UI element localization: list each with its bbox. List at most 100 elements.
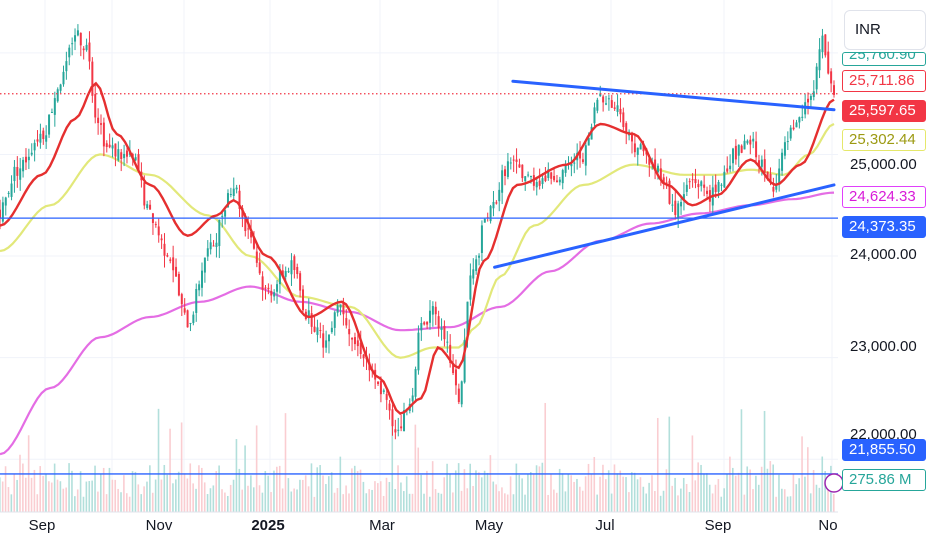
- volume-bar: [88, 481, 91, 512]
- candle-body: [111, 145, 114, 149]
- candle-body: [82, 48, 85, 51]
- candle-body: [564, 163, 567, 173]
- volume-bar: [382, 495, 385, 512]
- volume-bar: [146, 481, 148, 512]
- volume-bar: [729, 456, 731, 512]
- candle-body: [296, 266, 299, 275]
- candle-body: [146, 204, 149, 208]
- volume-bar: [619, 470, 622, 512]
- candle-body: [723, 171, 726, 188]
- volume-bar: [596, 494, 598, 512]
- volume-bar: [417, 447, 420, 512]
- volume-bar: [377, 483, 379, 512]
- candle-body: [108, 144, 111, 148]
- volume-bar: [659, 495, 662, 512]
- volume-bar: [703, 473, 705, 512]
- volume-bar: [278, 465, 281, 512]
- volume-bar: [590, 473, 593, 512]
- candle-body: [186, 310, 189, 328]
- volume-bar: [824, 471, 826, 512]
- volume-bar: [362, 481, 365, 512]
- volume-bar: [198, 465, 200, 512]
- candle-body: [599, 93, 602, 97]
- volume-bar: [273, 470, 275, 512]
- volume-bar: [0, 477, 1, 512]
- volume-bar: [134, 471, 137, 512]
- candle-body: [431, 306, 434, 315]
- candle-body: [786, 141, 789, 143]
- volume-bar: [53, 463, 56, 512]
- candle-body: [195, 288, 198, 313]
- candle-body: [316, 327, 319, 335]
- candle-body: [766, 171, 769, 178]
- candle-body: [720, 184, 723, 186]
- candle-body: [411, 395, 414, 402]
- candle-body: [247, 228, 250, 230]
- volume-bar: [576, 478, 578, 512]
- volume-bar: [524, 494, 526, 512]
- candle-body: [781, 152, 784, 171]
- currency-button[interactable]: INR: [844, 10, 926, 50]
- candle-body: [446, 341, 449, 343]
- candle-body: [114, 143, 117, 157]
- volume-bar: [365, 493, 368, 512]
- volume-bar: [561, 473, 564, 512]
- candle-body: [625, 123, 628, 133]
- candle-body: [359, 342, 362, 354]
- candle-body: [290, 260, 293, 275]
- candle-body: [512, 159, 515, 161]
- volume-bar: [812, 470, 815, 512]
- volume-bar: [302, 479, 304, 512]
- volume-bar: [48, 481, 50, 512]
- candle-body: [504, 169, 507, 177]
- volume-bar: [827, 476, 829, 512]
- candle-body: [74, 35, 77, 42]
- candle-body: [379, 380, 382, 395]
- candle-body: [466, 301, 469, 337]
- candle-body: [475, 259, 478, 271]
- volume-bar: [201, 467, 203, 512]
- volume-bar: [192, 483, 194, 512]
- volume-bar: [558, 468, 561, 512]
- candle-body: [587, 137, 590, 146]
- candle-body: [215, 242, 218, 247]
- candle-body: [763, 159, 766, 173]
- volume-bar: [506, 494, 509, 512]
- candle-body: [795, 122, 798, 128]
- volume-bar: [789, 496, 792, 512]
- volume-bar: [512, 494, 515, 512]
- volume-bar: [405, 476, 408, 512]
- candle-body: [801, 116, 804, 118]
- volume-bar: [636, 479, 639, 512]
- candle-body: [501, 170, 504, 193]
- candle-body: [201, 270, 204, 288]
- candle-body: [573, 162, 576, 164]
- volume-bar: [322, 475, 324, 512]
- volume-bar: [374, 481, 376, 512]
- volume-bar: [743, 494, 746, 512]
- candle-body: [250, 231, 253, 238]
- volume-bar: [163, 464, 166, 512]
- volume-bar: [656, 417, 659, 512]
- candle-body: [336, 305, 339, 313]
- volume-bar: [454, 470, 457, 512]
- candle-body: [134, 157, 137, 161]
- candle-body: [137, 154, 140, 171]
- candle-body: [509, 162, 512, 164]
- candle-body: [13, 166, 16, 182]
- volume-bar: [151, 492, 154, 512]
- candle-body: [299, 273, 302, 291]
- volume-bar: [665, 469, 668, 512]
- volume-bar: [206, 494, 209, 512]
- volume-bar: [654, 490, 656, 512]
- volume-bar: [749, 469, 751, 512]
- candle-body: [749, 139, 752, 145]
- volume-bar: [521, 478, 523, 512]
- volume-bar: [766, 468, 769, 512]
- ma50-tag: 25,302.44: [842, 129, 926, 151]
- candle-body: [264, 287, 267, 289]
- volume-bar: [177, 471, 180, 512]
- candle-body: [579, 151, 582, 159]
- candle-body: [807, 98, 810, 103]
